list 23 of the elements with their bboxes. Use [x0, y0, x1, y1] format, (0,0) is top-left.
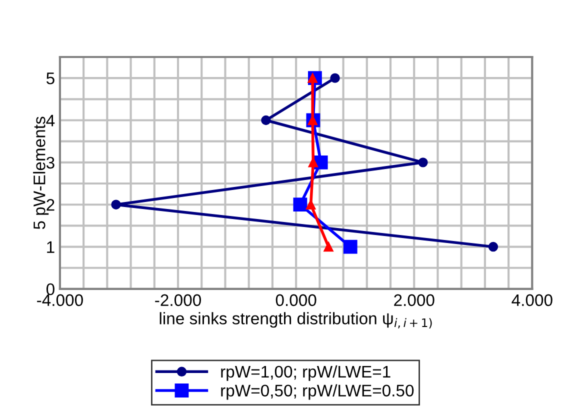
- x-tick-label: -2.000: [155, 294, 201, 306]
- y-tick-label: 3: [46, 156, 54, 169]
- legend-label: rpW=0,50; rpW/LWE=0.50: [221, 384, 414, 400]
- point: [324, 242, 334, 252]
- point: [418, 158, 428, 168]
- y-tick-label: 5: [46, 72, 54, 84]
- point: [343, 240, 358, 254]
- legend-label: rpW=1,00; rpW/LWE=1: [221, 365, 390, 381]
- y-tick-label: 0: [46, 283, 54, 296]
- point: [330, 73, 340, 83]
- y-tick-label: 2: [46, 199, 54, 211]
- point: [306, 200, 316, 210]
- point: [308, 158, 318, 168]
- point: [488, 242, 498, 252]
- x-tick-label: -4.000: [37, 294, 83, 306]
- x-tick-label: 4.000: [512, 294, 552, 306]
- y-tick-label: 1: [47, 241, 54, 253]
- x-tick-label: 0.000: [276, 294, 316, 306]
- x-tick-label: 2.000: [394, 294, 434, 306]
- point: [261, 115, 271, 126]
- point: [293, 198, 308, 212]
- x-axis-title: line sinks strength distribution ψ$_{i,i+1)}$: [160, 312, 432, 328]
- point: [111, 200, 121, 210]
